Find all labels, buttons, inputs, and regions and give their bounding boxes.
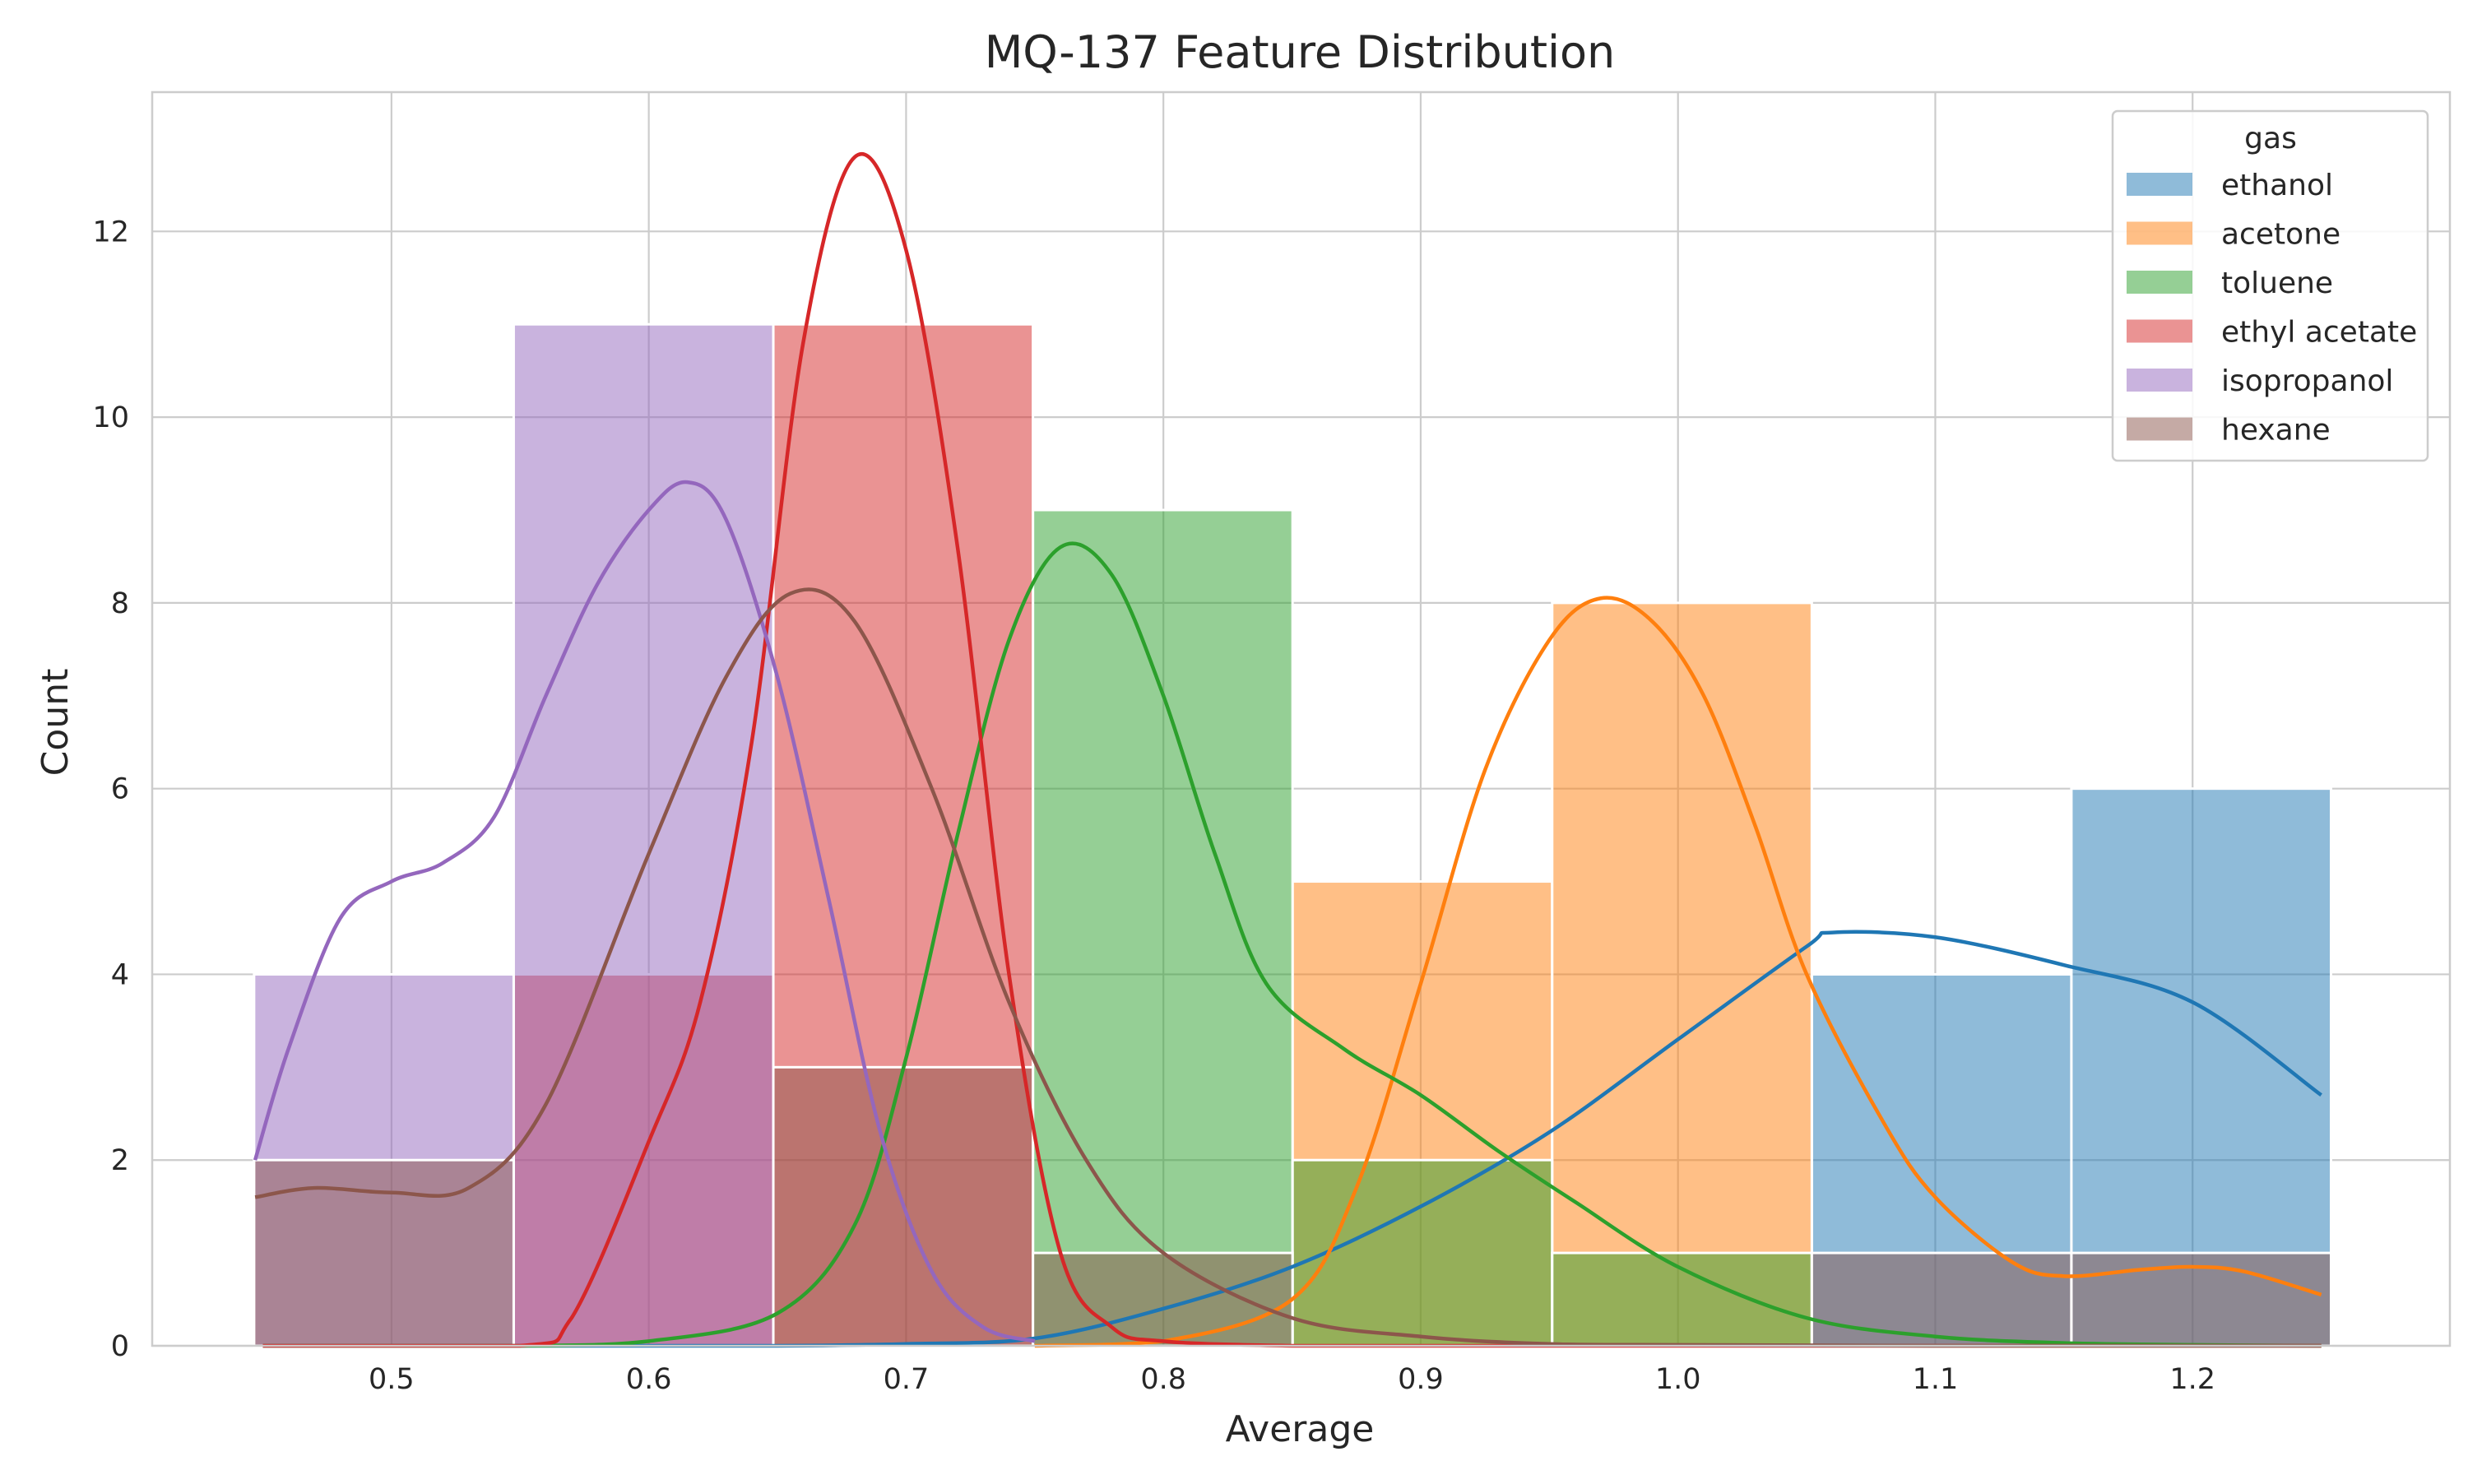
- plot-frame: [151, 90, 2452, 1347]
- histogram-bars: [253, 322, 2333, 1347]
- x-axis-label: Average: [1226, 1408, 1375, 1450]
- legend: gas ethanol acetone toluene ethyl acetate is…: [2111, 109, 2429, 462]
- legend-items: ethanol acetone toluene ethyl acetate isopro…: [2127, 169, 2417, 448]
- legend-label: ethanol: [2221, 169, 2333, 202]
- legend-label: isopropanol: [2221, 364, 2393, 398]
- kde-line-acetone: [1034, 596, 2322, 1348]
- legend-swatch: [2127, 173, 2192, 196]
- legend-swatch: [2127, 271, 2192, 294]
- kde-line-isopropanol: [253, 480, 1036, 1343]
- legend-label: hexane: [2221, 414, 2331, 448]
- y-tick-label: 6: [111, 773, 129, 806]
- bar-toluene: [1032, 508, 1294, 1347]
- axes: 0.5 0.6 0.7 0.8 0.9 1.0 1.1 1.2 0 2 4 6 8 10 12: [92, 90, 2452, 1396]
- legend-swatch: [2127, 369, 2192, 392]
- bar-acetone: [1551, 601, 1813, 1347]
- legend-title: gas: [2244, 122, 2297, 155]
- y-tick-label: 0: [111, 1330, 129, 1363]
- bar-toluene: [1291, 1158, 1554, 1347]
- y-tick-label: 10: [92, 401, 129, 434]
- legend-label: toluene: [2221, 267, 2333, 300]
- chart-title: MQ-137 Feature Distribution: [985, 26, 1616, 78]
- y-tick-label: 4: [111, 958, 129, 991]
- x-tick-label: 0.9: [1398, 1363, 1444, 1396]
- x-tick-label: 0.5: [369, 1363, 415, 1396]
- y-axis-label: Count: [35, 669, 77, 777]
- legend-label: acetone: [2221, 218, 2340, 252]
- y-tick-label: 12: [92, 216, 129, 248]
- legend-swatch: [2127, 319, 2192, 343]
- bar-hexane: [253, 1158, 515, 1347]
- x-tick-label: 0.7: [884, 1363, 930, 1396]
- x-tick-label: 1.0: [1655, 1363, 1701, 1396]
- bar-isopropanol: [512, 322, 775, 1347]
- legend-label: ethyl acetate: [2221, 316, 2417, 350]
- y-tick-label: 8: [111, 587, 129, 620]
- legend-swatch: [2127, 417, 2192, 441]
- bar-hexane: [1810, 1251, 2073, 1347]
- kde-line-toluene: [262, 541, 2322, 1348]
- x-tick-label: 1.2: [2169, 1363, 2215, 1396]
- x-tick-label: 0.8: [1140, 1363, 1186, 1396]
- legend-swatch: [2127, 221, 2192, 245]
- x-tick-label: 0.6: [626, 1363, 672, 1396]
- y-tick-label: 2: [111, 1144, 129, 1177]
- x-tick-label: 1.1: [1913, 1363, 1959, 1396]
